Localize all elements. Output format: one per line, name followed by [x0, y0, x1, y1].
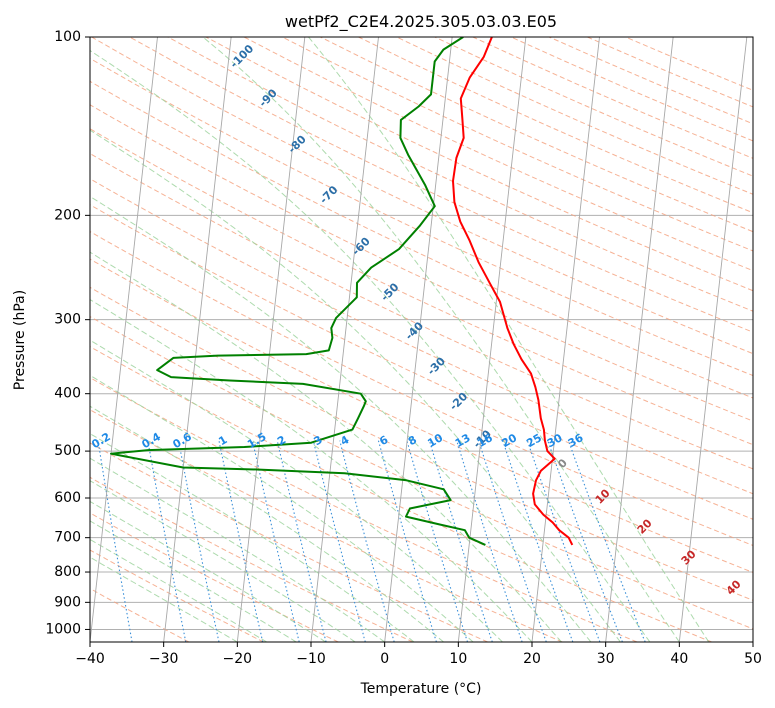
mixing-ratio-line: [526, 440, 601, 642]
mixing-ratio-line: [252, 440, 300, 642]
x-tick-label: 30: [597, 651, 615, 667]
isotherm-line: [678, 37, 748, 642]
x-tick-label: −20: [223, 651, 253, 667]
dry-adiabat-line: [90, 258, 753, 573]
dry-adiabat-line: [90, 442, 488, 642]
moist-adiabat-line: [90, 195, 592, 642]
mixing-ratio-line: [97, 440, 133, 642]
x-tick-label: −30: [149, 651, 179, 667]
isotherms: [90, 37, 753, 642]
isotherm-line: [457, 37, 527, 642]
y-tick-label: 1000: [45, 621, 81, 637]
y-tick-label: 300: [54, 312, 81, 328]
moist-adiabat-line: [90, 49, 651, 642]
chart-title: wetPf2_C2E4.2025.305.03.03.E05: [285, 12, 557, 32]
moist-adiabat-line: [90, 129, 621, 642]
y-tick-label: 100: [54, 29, 81, 45]
dry-adiabat-line: [91, 37, 753, 355]
y-tick-label: 200: [54, 207, 81, 223]
series-layer: [110, 37, 574, 546]
dry-adiabat-line: [129, 37, 753, 333]
mixing-ratio-line: [147, 440, 187, 642]
isotherm-line: [90, 37, 158, 642]
moist-adiabat-line: [90, 520, 297, 642]
isotherm-line: [384, 37, 453, 642]
dry-adiabat-line: [90, 315, 753, 630]
moist-adiabat-line: [308, 37, 710, 642]
plot-frame: [89, 36, 754, 643]
dry-adiabat-line: [90, 346, 712, 642]
y-tick-label: 700: [54, 530, 81, 546]
mixing-ratio-lines: [97, 440, 646, 642]
x-tick-label: 10: [449, 651, 467, 667]
dry-adiabat-line: [90, 80, 753, 399]
y-tick-label: 400: [54, 386, 81, 402]
dry-adiabat-line: [90, 57, 753, 377]
moist-adiabat-line: [90, 374, 474, 642]
dry-adiabat-line: [167, 37, 753, 312]
mixing-ratio-line: [276, 440, 327, 642]
mixing-ratio-line: [502, 440, 574, 642]
moist-adiabat-line: [90, 457, 385, 642]
dry-adiabat-line: [90, 587, 190, 642]
y-axis-ticks: 100 200 300 400 500 600 700 800 900 1000: [45, 29, 90, 637]
x-tick-label: −10: [296, 651, 326, 667]
moist-adiabat-line: [90, 480, 356, 642]
x-axis-label: Temperature (°C): [360, 681, 482, 697]
mixing-ratio-line: [377, 440, 437, 642]
y-tick-label: 500: [54, 443, 81, 459]
x-axis-ticks: −40 −30 −20 −10 0 10 20 30 40 50: [75, 642, 762, 667]
mixing-ratio-line: [177, 440, 220, 642]
moist-adiabat-line: [90, 405, 444, 642]
moist-adiabats: [90, 37, 710, 642]
dewpoint-profile-line: [110, 37, 486, 546]
dry-adiabat-line: [90, 230, 753, 547]
y-tick-label: 600: [54, 490, 81, 506]
x-tick-label: −40: [75, 651, 105, 667]
dry-adiabat-line: [90, 178, 753, 495]
moist-adiabat-line: [90, 433, 415, 642]
mixing-ratio-line: [406, 440, 469, 642]
y-tick-label: 900: [54, 594, 81, 610]
dry-adiabat-line: [90, 204, 753, 520]
y-axis-label: Pressure (hPa): [12, 290, 28, 390]
mixing-ratio-line: [312, 440, 366, 642]
isotherm-line: [531, 37, 600, 642]
moist-adiabat-line: [90, 251, 562, 642]
isotherm-line: [310, 37, 379, 642]
x-tick-label: 20: [523, 651, 541, 667]
moist-adiabat-line: [90, 339, 503, 642]
dry-adiabat-line: [90, 286, 753, 601]
moist-adiabat-line: [90, 298, 533, 642]
y-tick-label: 800: [54, 564, 81, 580]
plot-area: -100-90-80-70-60-50-40-30-20-100.10.20.4…: [90, 37, 753, 642]
isotherm-line: [163, 37, 232, 642]
isotherm-line: [605, 37, 674, 642]
temperature-profile-line: [452, 37, 574, 546]
dry-adiabat-line: [90, 409, 563, 642]
moist-adiabat-line: [202, 37, 680, 642]
dry-adiabat-line: [90, 377, 638, 642]
x-tick-label: 40: [670, 651, 688, 667]
moist-adiabat-line: [90, 538, 268, 642]
isotherm-line: [236, 37, 306, 642]
x-tick-label: 0: [380, 651, 389, 667]
mixing-ratio-line: [218, 440, 264, 642]
moist-adiabat-line: [90, 556, 238, 642]
x-tick-label: 50: [744, 651, 762, 667]
dry-adiabat-line: [90, 549, 264, 642]
dry-adiabat-line: [205, 37, 753, 292]
